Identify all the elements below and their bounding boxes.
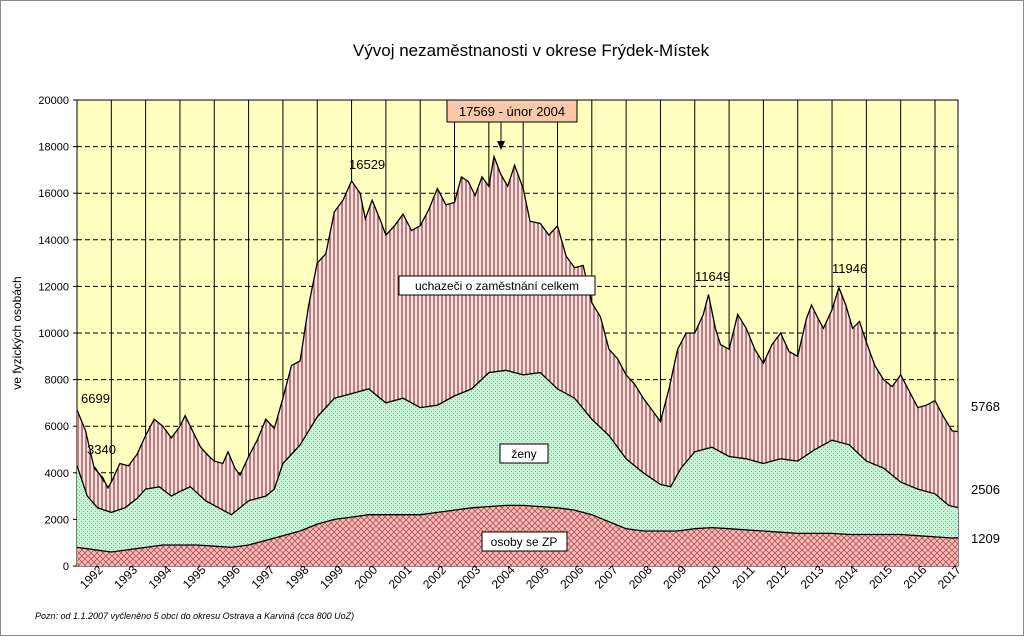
y-tick-label: 14000 <box>38 235 69 247</box>
annotation-2010: 11649 <box>695 269 730 284</box>
chart-title: Vývoj nezaměstnanosti v okrese Frýdek-Mí… <box>353 41 710 60</box>
x-tick-label: 2002 <box>420 563 449 592</box>
y-tick-label: 8000 <box>45 375 69 387</box>
total-label-box <box>398 275 596 296</box>
x-tick-label: 2013 <box>798 563 827 592</box>
annotation-2014: 11946 <box>832 261 867 276</box>
x-tick-label: 1998 <box>283 563 312 592</box>
annotation-min-1993: 3340 <box>87 442 116 457</box>
y-tick-label: 6000 <box>45 421 69 433</box>
y-tick-label: 20000 <box>38 95 69 107</box>
x-tick-label: 2015 <box>866 563 895 592</box>
annotation-2000: 16529 <box>349 157 385 172</box>
y-tick-label: 18000 <box>38 142 69 154</box>
x-tick-label: 1994 <box>146 563 175 592</box>
x-tick-label: 1993 <box>111 563 140 592</box>
x-tick-label: 2000 <box>351 563 380 592</box>
x-tick-label: 1995 <box>180 563 209 592</box>
end-zp-value: 1209 <box>971 531 1000 546</box>
x-tick-label: 2008 <box>626 563 655 592</box>
x-tick-label: 2007 <box>592 563 621 592</box>
x-tick-label: 2016 <box>901 563 930 592</box>
x-tick-label: 1992 <box>77 563 106 592</box>
x-tick-label: 2003 <box>454 563 483 592</box>
x-axis-ticks: 1992 1993 1994 1995 1996 1997 1998 1999 2000 2001… <box>77 563 964 592</box>
x-tick-label: 1999 <box>317 563 346 592</box>
women-series-label: ženy <box>511 447 536 461</box>
x-tick-label: 2010 <box>695 563 724 592</box>
x-tick-label: 2001 <box>386 563 415 592</box>
x-tick-label: 2014 <box>832 563 861 592</box>
women-label-box <box>499 443 549 464</box>
y-tick-label: 0 <box>63 561 69 573</box>
peak-annotation-box <box>446 99 578 123</box>
min-1993-pointer <box>94 466 105 483</box>
y-tick-label: 10000 <box>38 328 69 340</box>
y-tick-label: 16000 <box>38 188 69 200</box>
area-series <box>76 154 959 566</box>
x-tick-label: 2011 <box>729 563 757 591</box>
area-zp-line <box>76 504 959 553</box>
x-tick-label: 1997 <box>249 563 278 592</box>
peak-annotation: 17569 - únor 2004 <box>459 104 565 119</box>
x-tick-label: 2017 <box>935 563 964 592</box>
y-axis-label: ve fyzických osobách <box>10 276 24 389</box>
area-women-line <box>76 369 959 516</box>
footnote: Pozn: od 1.1.2007 vyčleněno 5 obcí do ok… <box>35 611 354 621</box>
y-axis-ticks: 0 2000 4000 6000 8000 10000 12000 14000 16000 180… <box>38 95 77 573</box>
end-total-value: 5768 <box>971 399 1000 414</box>
y-tick-label: 2000 <box>45 514 69 526</box>
peak-arrowhead <box>497 141 505 150</box>
area-total-line <box>76 154 959 490</box>
annotation-start: 6699 <box>81 391 110 406</box>
zp-series-label: osoby se ZP <box>491 535 558 549</box>
y-tick-label: 12000 <box>38 281 69 293</box>
zp-label-box <box>481 531 568 552</box>
x-tick-label: 2005 <box>523 563 552 592</box>
x-tick-label: 2012 <box>763 563 792 592</box>
x-tick-label: 1996 <box>214 563 243 592</box>
end-women-value: 2506 <box>971 482 1000 497</box>
y-tick-label: 4000 <box>45 468 69 480</box>
total-series-label: uchazeči o zaměstnání celkem <box>415 279 579 293</box>
x-tick-label: 2009 <box>660 563 689 592</box>
area-women <box>77 370 958 566</box>
x-tick-label: 2004 <box>489 563 518 592</box>
x-tick-label: 2006 <box>557 563 586 592</box>
